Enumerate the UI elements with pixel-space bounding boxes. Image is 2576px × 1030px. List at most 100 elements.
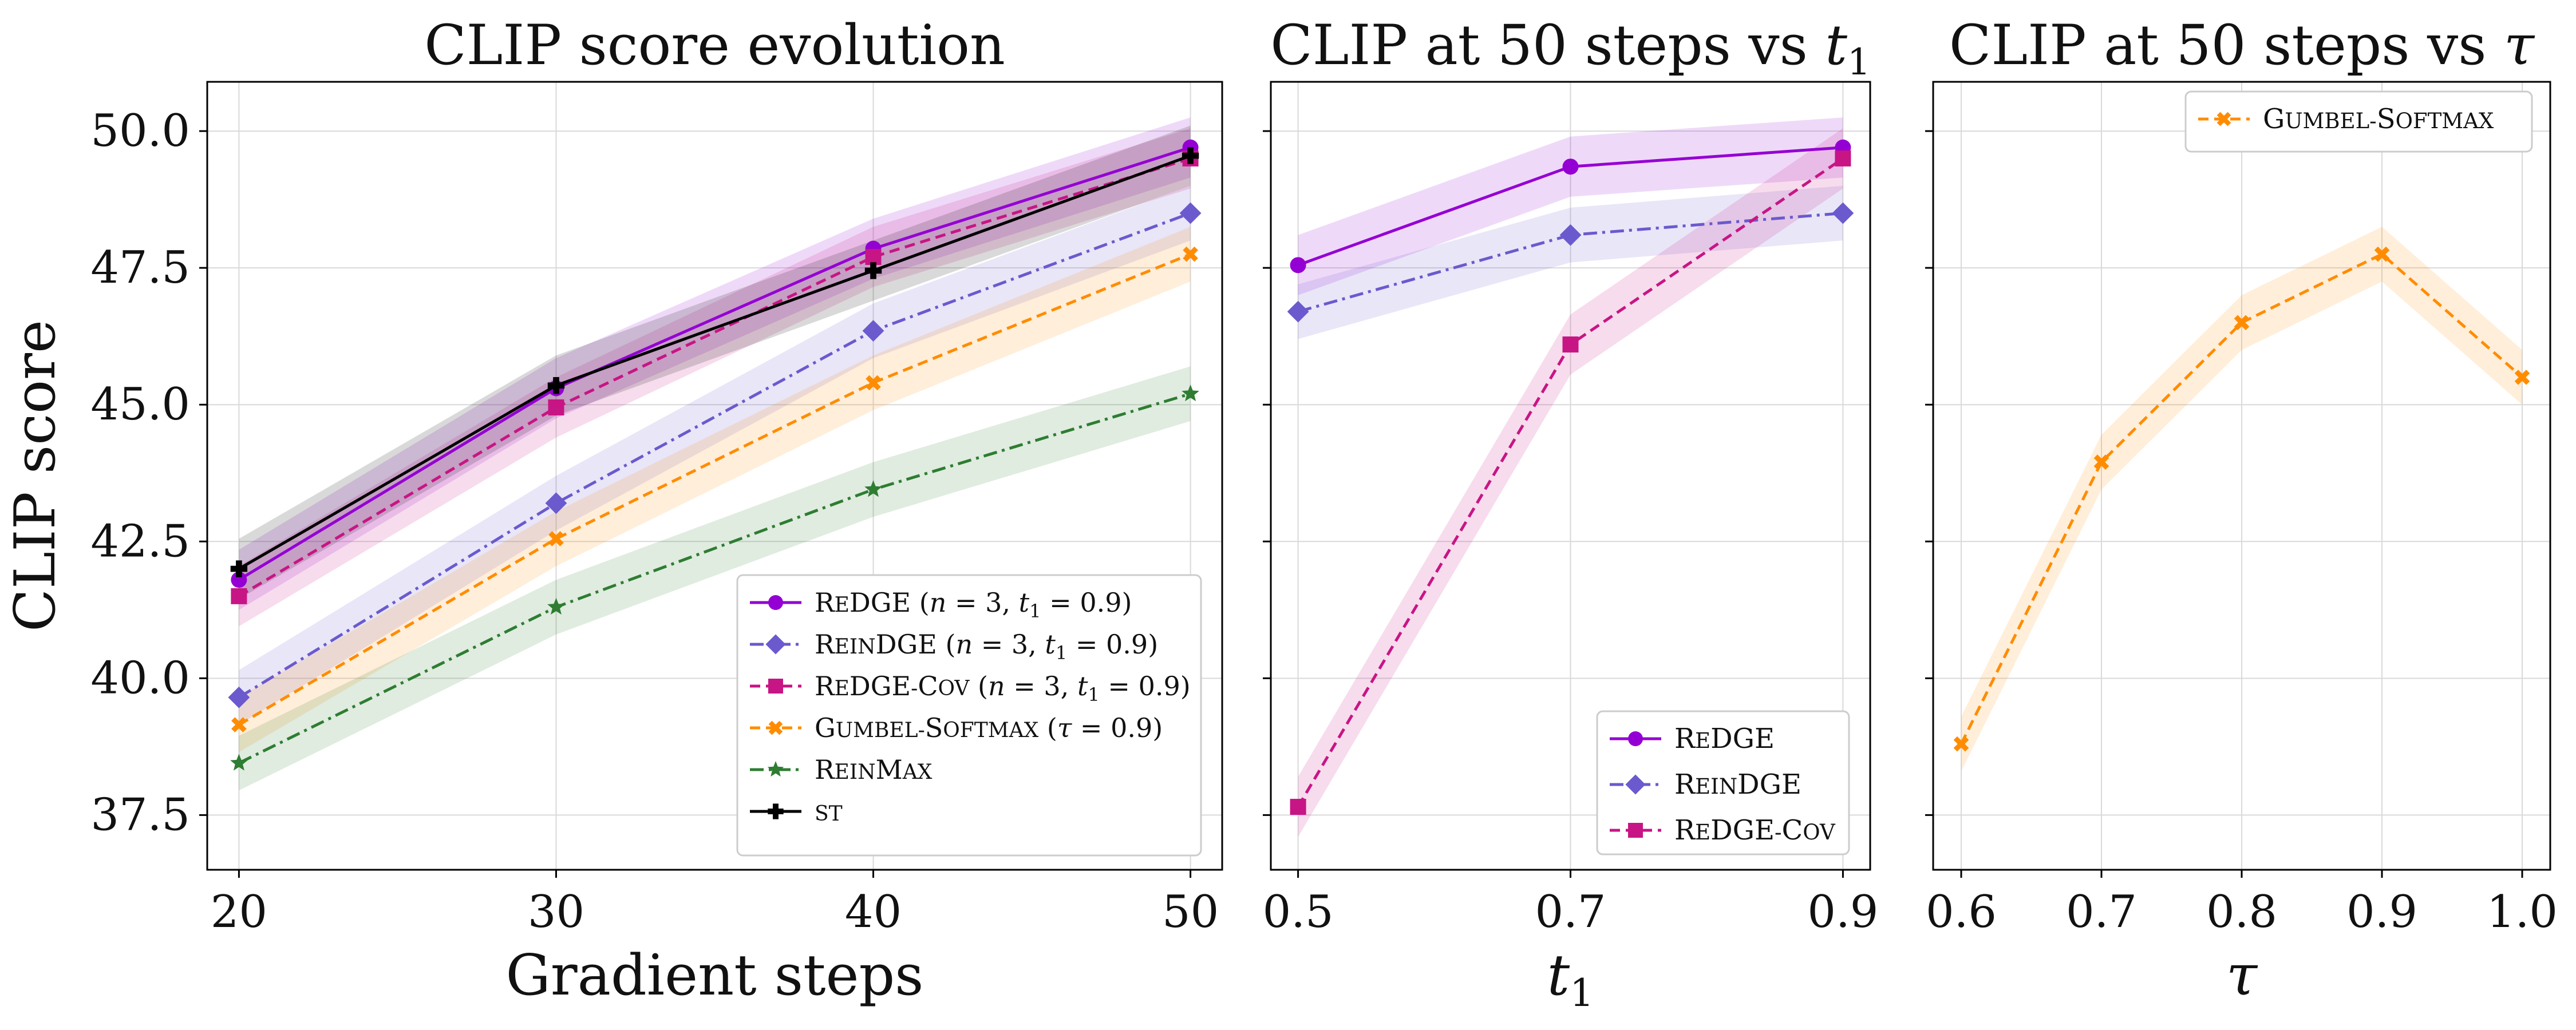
legend-marker [768,595,783,610]
y-tick-label: 47.5 [90,242,190,294]
legend: GUMBEL-SOFTMAX [2184,90,2533,153]
data-point [548,531,564,546]
y-tick-label: 42.5 [90,516,190,567]
data-point [862,320,884,342]
data-point [1953,736,1969,752]
legend-label: REINMAX [815,754,933,785]
series-redge-cov [1290,150,1851,815]
legend-frame [1596,710,1850,855]
x-tick-label: 0.8 [2206,886,2277,938]
legend-marker [2217,112,2231,126]
data-point [864,262,882,279]
legend-frame [736,574,1202,857]
data-point [1559,224,1582,246]
panel-1: 37.5 40.0 42.5 45.0 47.5 50.0 20 30 40 50 CLIP sco… [3,13,1223,1008]
legend-label: REINDGE (n = 3, t1 = 0.9) [815,629,1158,664]
legend-marker [1625,774,1646,795]
x-tick-label: 40 [845,886,902,938]
legend: REDGE (n = 3, t1 = 0.9) REINDGE (n = 3, t… [736,574,1202,857]
data-point [2093,454,2109,470]
legend-label: REDGE-COV (n = 3, t1 = 0.9) [815,671,1191,706]
legend-marker [1628,731,1643,746]
chart-title: CLIP at 50 steps vs t1 [1270,13,1870,84]
data-point [545,492,567,514]
legend-label: REDGE-COV [1674,814,1836,846]
data-point [231,717,247,732]
x-tick-label: 0.7 [1535,886,1606,938]
series-line [238,154,1191,571]
data-point [230,754,248,771]
data-point [547,597,565,615]
x-tick-label: 0.5 [1263,886,1334,938]
series-line [238,252,1191,726]
data-point [1182,147,1199,164]
x-tick-label: 50 [1162,886,1219,938]
x-tick-label: 0.7 [2066,886,2137,938]
y-axis-label: CLIP score [3,320,68,632]
data-point [1835,150,1851,167]
x-tick-label: 1.0 [2487,886,2558,938]
y-tick-label: 45.0 [90,379,190,430]
legend-item-redge-cov: REDGE-COV [1610,814,1836,846]
band-reinmax [239,366,1191,791]
legend-item-redge: REDGE [1610,723,1775,755]
legend: REDGE REINDGE REDGE-COV [1596,710,1850,855]
panel-3: 0.6 0.7 0.8 0.9 1.0 CLIP at 50 steps vs τ τ GUM… [1925,13,2558,1008]
y-tick-label: 50.0 [90,105,190,157]
data-point [1183,246,1198,262]
legend-label: REDGE (n = 3, t1 = 0.9) [815,587,1132,622]
legend-item-gumbel-softmax: GUMBEL-SOFTMAX [2198,103,2494,135]
data-point [1562,336,1579,352]
legend-marker [768,720,783,735]
band-redge-cov [239,128,1191,627]
data-point [866,375,881,391]
data-point [231,572,247,588]
legend-label: ST [815,802,843,826]
legend-item-st: ST [750,802,843,826]
y-tick-label: 37.5 [90,789,190,841]
legend-item-gumbel-softmax: GUMBEL-SOFTMAX (τ = 0.9) [750,712,1163,743]
legend-label: GUMBEL-SOFTMAX [2263,103,2494,135]
band-redge [1298,117,1843,295]
series-line [238,146,1191,581]
legend-marker [767,761,784,777]
x-tick-label: 0.6 [1926,886,1997,938]
band-gumbel-softmax [1961,227,2522,771]
legend-label: REDGE [1674,723,1775,755]
x-tick-label: 0.9 [1807,886,1878,938]
data-point [1179,202,1202,224]
x-tick-label: 30 [528,886,584,938]
legend-label: GUMBEL-SOFTMAX (τ = 0.9) [815,712,1163,743]
band-reindge [239,185,1191,725]
axes-frame [206,81,1223,871]
x-axis-label: τ [2226,943,2258,1008]
series-reinmax [230,385,1199,771]
series-reindge [228,202,1202,708]
legend-item-redge-cov: REDGE-COV (n = 3, t1 = 0.9) [750,671,1191,706]
series-gumbel-softmax [1953,246,2530,752]
data-point [547,377,565,394]
data-point [2234,315,2250,331]
data-point [1562,159,1579,175]
legend-marker [765,634,786,655]
data-point [1832,202,1854,224]
data-point [548,399,564,415]
series-gumbel-softmax [231,246,1198,732]
band-st [239,125,1191,599]
legend-item-reinmax: REINMAX [750,754,933,785]
y-tick-label: 40.0 [90,652,190,704]
legend-frame [2184,90,2533,153]
data-point [1290,799,1306,815]
legend-marker [768,803,784,819]
band-redge-cov [1298,128,1843,837]
series-line [1959,252,2523,745]
band-reindge [1298,185,1843,339]
x-tick-label: 0.9 [2346,886,2417,938]
data-point [2374,246,2390,262]
data-point [864,480,882,497]
legend-marker [1628,823,1643,838]
band-gumbel-softmax [239,227,1191,752]
legend-item-reindge: REINDGE (n = 3, t1 = 0.9) [750,629,1158,664]
data-point [230,560,248,577]
data-point [1182,385,1199,402]
